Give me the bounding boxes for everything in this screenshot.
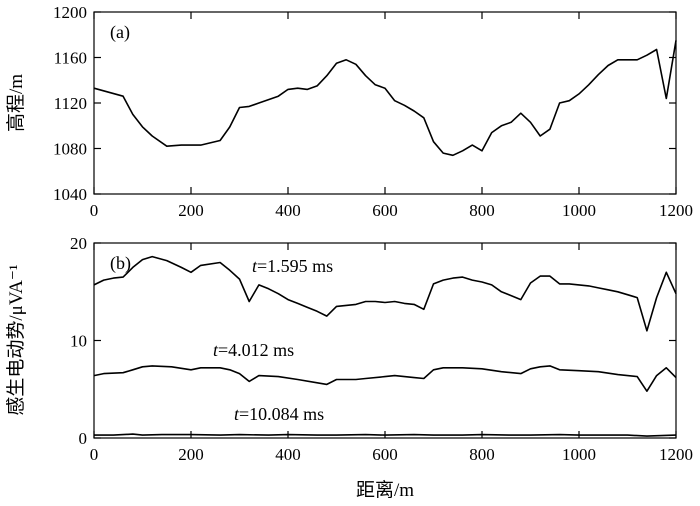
panel-b-series-0-line bbox=[93, 255, 677, 332]
elevation-panel: (a) 高程/m 0 200 400 600 800 1000 1200 1040 1080 11… bbox=[5, 3, 693, 220]
panel-a-x-tick-label: 0 bbox=[90, 201, 99, 220]
induced-emf-panel: (b) 感生电动势/μVA⁻¹ 距离/m 0 200 400 600 800 1000 12… bbox=[5, 234, 693, 501]
panel-a-x-tick-label: 200 bbox=[178, 201, 204, 220]
panel-a-y-tick-label: 1120 bbox=[54, 94, 87, 113]
panel-b-x-tick-label: 600 bbox=[372, 445, 398, 464]
panel-b-x-tick-label: 800 bbox=[469, 445, 495, 464]
panel-a-x-tick-label: 1000 bbox=[562, 201, 596, 220]
emf-y-axis-title: 感生电动势/μVA⁻¹ bbox=[5, 264, 27, 415]
panel-b-label: (b) bbox=[110, 253, 131, 274]
panel-a-y-tick-label: 1080 bbox=[53, 140, 87, 159]
panel-b-x-tick-label: 0 bbox=[90, 445, 99, 464]
panel-b-x-tick-label: 1000 bbox=[562, 445, 596, 464]
panel-a-x-tick-label: 1200 bbox=[659, 201, 693, 220]
series-2-curve-label: t=10.084 ms bbox=[234, 404, 324, 424]
panel-a-x-tick-label: 800 bbox=[469, 201, 495, 220]
panel-b-y-tick-label: 0 bbox=[79, 429, 88, 448]
panel-b-x-tick-label: 200 bbox=[178, 445, 204, 464]
panel-a-series-0-line bbox=[93, 40, 677, 157]
panel-a-y-tick-label: 1200 bbox=[53, 3, 87, 22]
series-0-curve-label: t=1.595 ms bbox=[252, 256, 333, 276]
panel-a-y-tick-label: 1040 bbox=[53, 185, 87, 204]
panel-b-y-tick-label: 20 bbox=[70, 234, 87, 253]
panel-a-plot-frame bbox=[93, 11, 677, 195]
panel-a-label: (a) bbox=[110, 22, 130, 43]
panel-b-x-tick-label: 1200 bbox=[659, 445, 693, 464]
series-1-curve-label: t=4.012 ms bbox=[213, 340, 294, 360]
panel-b-y-tick-label: 10 bbox=[70, 332, 87, 351]
elevation-y-axis-title: 高程/m bbox=[5, 74, 27, 132]
panel-b-series-2-line bbox=[94, 433, 677, 437]
panel-a-x-tick-label: 400 bbox=[275, 201, 301, 220]
panel-b-plot-frame bbox=[93, 242, 677, 439]
distance-x-axis-title: 距离/m bbox=[356, 479, 414, 501]
panel-a-y-tick-label: 1160 bbox=[54, 49, 87, 68]
panel-a-x-tick-label: 600 bbox=[372, 201, 398, 220]
panel-b-series-1-line bbox=[93, 365, 677, 392]
panel-b-x-tick-label: 400 bbox=[275, 445, 301, 464]
